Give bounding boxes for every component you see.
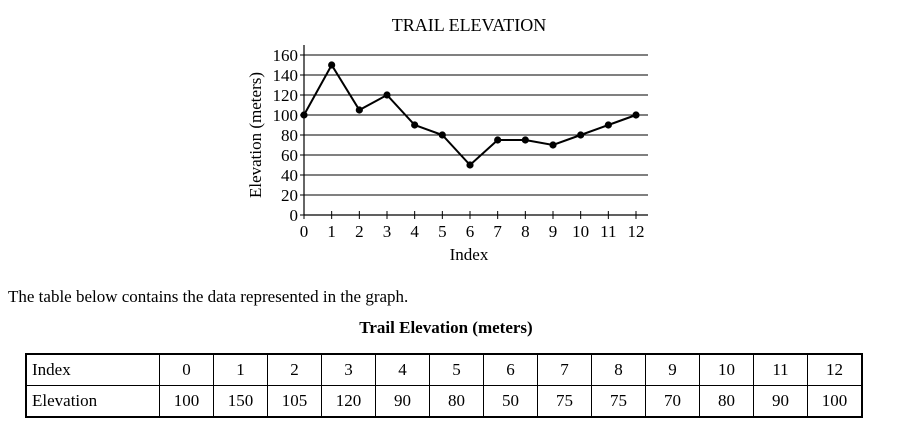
y-axis-label: Elevation (meters) (246, 72, 265, 198)
elevation-cell: 80 (699, 385, 754, 418)
index-cell: 9 (645, 353, 700, 386)
x-tick-label: 4 (410, 222, 419, 241)
index-cell: 8 (591, 353, 646, 386)
x-tick-label: 0 (300, 222, 309, 241)
elevation-cell: 100 (159, 385, 214, 418)
index-row: Index 0 1 2 3 4 5 6 7 8 9 10 11 12 (25, 353, 863, 386)
index-cell: 7 (537, 353, 592, 386)
data-point (604, 121, 612, 129)
elevation-cell: 75 (591, 385, 646, 418)
data-point (300, 111, 308, 119)
elevation-cell: 100 (807, 385, 863, 418)
data-point (577, 131, 585, 139)
elevation-cell: 75 (537, 385, 592, 418)
elevation-cell: 150 (213, 385, 268, 418)
x-tick-label: 7 (493, 222, 502, 241)
y-tick-label: 160 (273, 46, 299, 65)
row-header-index: Index (25, 353, 160, 386)
elevation-series (300, 61, 640, 169)
data-point (411, 121, 419, 129)
index-cell: 6 (483, 353, 538, 386)
elevation-cell: 50 (483, 385, 538, 418)
data-point (521, 136, 529, 144)
intro-text: The table below contains the data repres… (8, 287, 409, 306)
x-tick-label: 12 (628, 222, 645, 241)
elevation-cell: 70 (645, 385, 700, 418)
x-tick-label: 1 (327, 222, 336, 241)
chart-title: TRAIL ELEVATION (392, 15, 546, 35)
y-tick-label: 100 (273, 106, 299, 125)
y-tick-label: 120 (273, 86, 299, 105)
y-tick-label: 140 (273, 66, 299, 85)
index-cell: 11 (753, 353, 808, 386)
x-tick-label: 6 (466, 222, 475, 241)
elevation-cell: 105 (267, 385, 322, 418)
data-point (494, 136, 502, 144)
data-point (328, 61, 336, 69)
x-tick-label: 3 (383, 222, 392, 241)
y-tick-label: 0 (290, 206, 299, 225)
data-point (632, 111, 640, 119)
index-cell: 5 (429, 353, 484, 386)
y-tick-label: 60 (281, 146, 298, 165)
elevation-cell: 80 (429, 385, 484, 418)
elevation-table: Index 0 1 2 3 4 5 6 7 8 9 10 11 12 Eleva… (25, 353, 863, 418)
data-point (355, 106, 363, 114)
index-cell: 1 (213, 353, 268, 386)
index-cell: 12 (807, 353, 863, 386)
index-cell: 0 (159, 353, 214, 386)
index-cell: 3 (321, 353, 376, 386)
axes (300, 45, 648, 219)
x-tick-label: 2 (355, 222, 364, 241)
grid-lines (304, 54, 648, 196)
elevation-cell: 90 (375, 385, 430, 418)
elevation-row: Elevation 100 150 105 120 90 80 50 75 75… (25, 385, 863, 418)
y-tick-label: 80 (281, 126, 298, 145)
elevation-cell: 120 (321, 385, 376, 418)
data-point (466, 161, 474, 169)
x-axis-label: Index (450, 245, 489, 264)
x-tick-label: 5 (438, 222, 447, 241)
y-tick-label: 40 (281, 166, 298, 185)
data-point (438, 131, 446, 139)
y-tick-label: 20 (281, 186, 298, 205)
index-cell: 2 (267, 353, 322, 386)
row-header-elevation: Elevation (25, 385, 160, 418)
data-point (383, 91, 391, 99)
elevation-cell: 90 (753, 385, 808, 418)
x-tick-label: 11 (600, 222, 616, 241)
index-cell: 4 (375, 353, 430, 386)
x-tick-label: 8 (521, 222, 530, 241)
index-cell: 10 (699, 353, 754, 386)
table-title: Trail Elevation (meters) (359, 318, 533, 337)
x-tick-label: 9 (549, 222, 558, 241)
data-point (549, 141, 557, 149)
x-tick-label: 10 (572, 222, 589, 241)
